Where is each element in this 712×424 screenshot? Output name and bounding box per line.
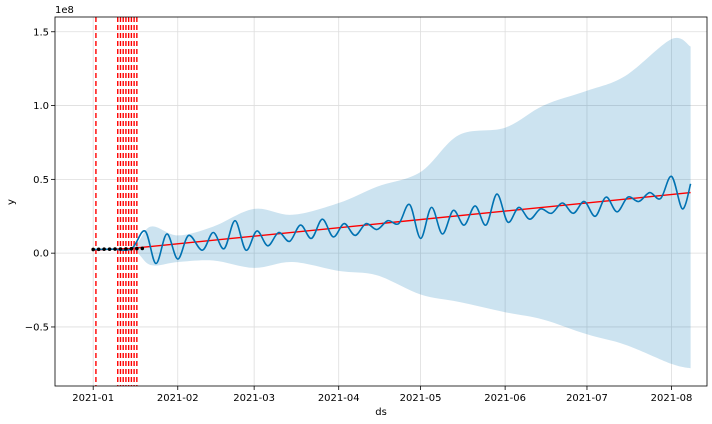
observed-point (113, 247, 117, 251)
uncertainty-area (93, 37, 691, 369)
x-tick-label: 2021-06 (484, 393, 526, 404)
y-offset-text: 1e8 (55, 5, 74, 16)
x-tick-label: 2021-01 (72, 393, 114, 404)
x-tick-label: 2021-08 (651, 393, 693, 404)
observed-point (129, 246, 134, 251)
observed-points (91, 246, 145, 252)
observed-point (118, 247, 123, 251)
y-tick-label: −0.5 (25, 322, 49, 333)
forecast-line (93, 175, 692, 265)
observed-point (91, 247, 95, 252)
observed-point (96, 247, 101, 252)
forecast (93, 175, 692, 265)
x-tick-label: 2021-05 (400, 393, 442, 404)
observed-point (124, 247, 128, 251)
observed-point (107, 247, 112, 251)
grid (55, 17, 707, 386)
x-tick-label: 2021-02 (157, 393, 199, 404)
observed-point (140, 246, 145, 251)
observed-point (135, 246, 139, 251)
x-tick-label: 2021-04 (318, 393, 360, 404)
x-tick-label: 2021-03 (233, 393, 275, 404)
y-tick-label: 1.5 (33, 27, 49, 38)
observed-point (102, 247, 106, 251)
y-axis-label: y (6, 199, 17, 205)
y-axis-ticks: −0.5 0.0 0.5 1.0 1.5 (25, 27, 55, 333)
y-tick-label: 0.5 (33, 175, 49, 186)
uncertainty-band (93, 37, 691, 369)
x-axis-label: ds (375, 407, 387, 418)
changepoint-lines (95, 17, 138, 386)
y-tick-label: 0.0 (33, 249, 49, 260)
y-tick-label: 1.0 (33, 101, 49, 112)
plot-frame (54, 16, 708, 387)
x-tick-label: 2021-07 (566, 393, 608, 404)
x-axis-ticks: 2021-01 2021-02 2021-03 2021-04 2021-05 2021-… (72, 386, 692, 404)
